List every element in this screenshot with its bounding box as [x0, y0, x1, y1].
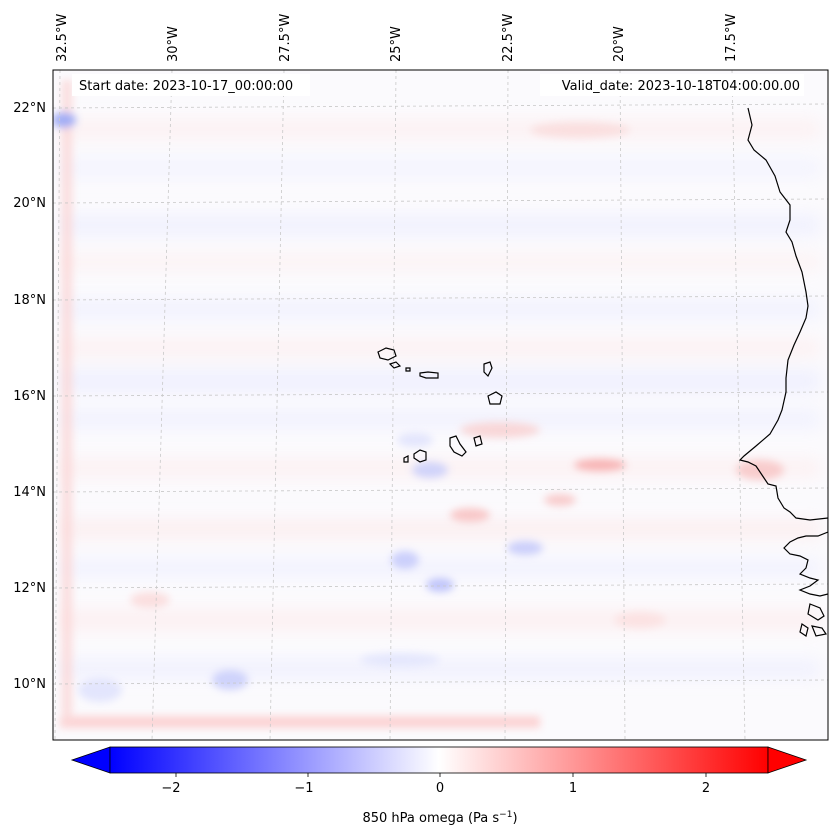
- start-date-label: Start date: 2023-10-17_00:00:00: [79, 79, 293, 94]
- lon-label-30w: 30°W: [166, 26, 181, 62]
- lon-label-25w: 25°W: [389, 26, 404, 62]
- coastlines: [377, 107, 828, 637]
- gridline-lon: [269, 70, 285, 740]
- lat-label-10n: 10°N: [13, 677, 46, 692]
- cape-verde-brava: [403, 455, 409, 463]
- gridline-lon: [151, 70, 173, 740]
- valid-date-label: Valid_date: 2023-10-18T04:00:00.00: [562, 79, 800, 94]
- start-date-box: [72, 74, 310, 96]
- colorbar: −2 −1 0 1 2 850 hPa omega (Pa s−1): [70, 746, 808, 826]
- lat-label-18n: 18°N: [13, 293, 46, 308]
- cape-verde-santa-luzia: [405, 367, 411, 372]
- africa-coastline-south: [783, 518, 828, 597]
- colorbar-title-superscript: −1: [499, 810, 512, 820]
- cape-verde-sao-nicolau: [419, 371, 439, 379]
- cape-verde-fogo: [413, 449, 427, 463]
- gridline-lon: [731, 70, 746, 740]
- colorbar-title: 850 hPa omega (Pa s−1): [362, 810, 517, 826]
- lon-label-22-5w: 22.5°W: [501, 14, 516, 62]
- colorbar-ticks: [175, 773, 707, 777]
- lon-label-17-5w: 17.5°W: [724, 14, 739, 62]
- colorbar-tick-label: 2: [702, 781, 710, 796]
- colorbar-tick-label: 1: [569, 781, 577, 796]
- lon-label-27-5w: 27.5°W: [278, 14, 293, 62]
- africa-coastline: [738, 107, 828, 521]
- gridline-lon: [389, 70, 397, 740]
- colorbar-title-main: 850 hPa omega (Pa s: [362, 811, 499, 826]
- map-area: Start date: 2023-10-17_00:00:00 Valid_da…: [52, 69, 829, 741]
- colorbar-title-end: ): [512, 811, 517, 826]
- lon-label-32-5w: 32.5°W: [55, 14, 70, 62]
- colorbar-extend-min: [70, 746, 111, 774]
- latitude-labels: 22°N 20°N 18°N 16°N 14°N 12°N 10°N: [13, 101, 46, 692]
- longitude-labels: 32.5°W 30°W 27.5°W 25°W 22.5°W 20°W 17.5…: [55, 14, 739, 62]
- cape-verde-sao-vicente: [388, 361, 402, 369]
- lat-label-20n: 20°N: [13, 196, 46, 211]
- gridline-lon: [619, 70, 626, 740]
- cape-verde-maio: [473, 435, 483, 447]
- gridline-lon: [504, 70, 509, 740]
- lat-label-12n: 12°N: [13, 581, 46, 596]
- colorbar-tick-label: 0: [436, 781, 444, 796]
- cape-verde-boa-vista: [487, 391, 503, 405]
- colorbar-tick-label: −2: [161, 781, 180, 796]
- cape-verde-santiago: [449, 435, 467, 457]
- colorbar-extend-max: [767, 746, 808, 774]
- map-gridlines: [53, 70, 828, 740]
- lat-label-22n: 22°N: [13, 101, 46, 116]
- lat-label-14n: 14°N: [13, 485, 46, 500]
- map-frame: [52, 69, 829, 741]
- colorbar-gradient: [109, 746, 769, 774]
- colorbar-tick-label: −1: [294, 781, 313, 796]
- valid-date-box: [540, 74, 804, 96]
- lon-label-20w: 20°W: [612, 26, 627, 62]
- bissagos-islands: [799, 603, 827, 637]
- cape-verde-sal: [483, 361, 493, 378]
- cape-verde-santo-antao: [377, 347, 397, 361]
- lat-label-16n: 16°N: [13, 389, 46, 404]
- omega-field: [53, 80, 820, 728]
- gridline-lon: [54, 70, 61, 740]
